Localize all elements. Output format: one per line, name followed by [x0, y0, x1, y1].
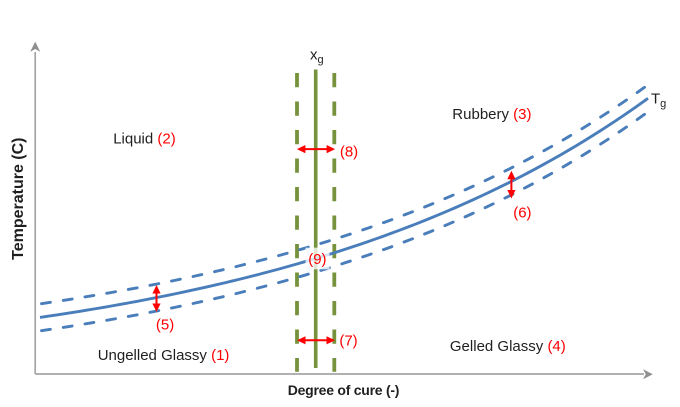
svg-text:Temperature (C): Temperature (C) — [10, 138, 27, 260]
svg-text:Tg: Tg — [651, 91, 666, 111]
svg-text:Liquid (2): Liquid (2) — [113, 131, 176, 148]
svg-text:xg: xg — [310, 46, 324, 66]
svg-text:Ungelled Glassy (1): Ungelled Glassy (1) — [98, 347, 230, 364]
svg-text:Degree of cure (-): Degree of cure (-) — [288, 382, 399, 398]
svg-text:(8): (8) — [340, 144, 358, 161]
svg-text:(5): (5) — [156, 317, 174, 334]
svg-text:Gelled Glassy (4): Gelled Glassy (4) — [450, 338, 566, 355]
svg-text:Rubbery (3): Rubbery (3) — [452, 106, 531, 123]
svg-text:(7): (7) — [339, 332, 357, 349]
svg-text:(9): (9) — [308, 251, 326, 268]
svg-text:(6): (6) — [513, 205, 531, 222]
